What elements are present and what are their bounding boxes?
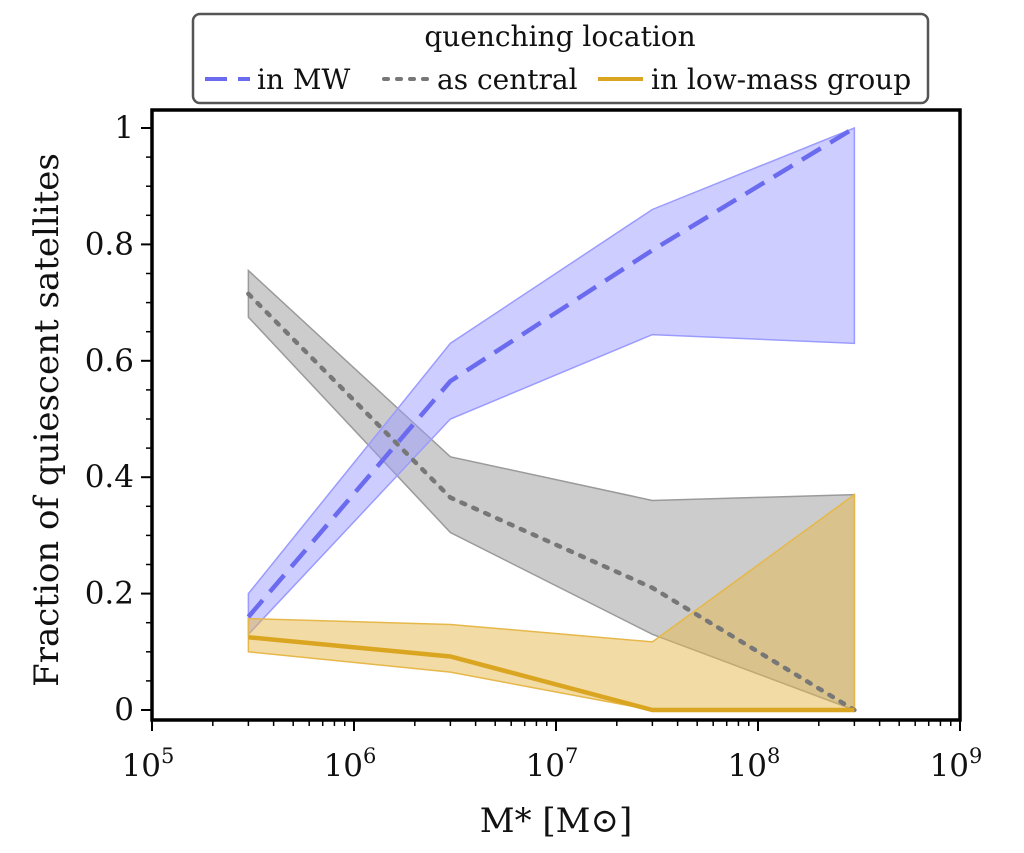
- line-in-mw: [246, 126, 856, 619]
- y-axis-title: Fraction of quiescent satellites: [27, 153, 67, 687]
- y-tick-label: 0.2: [85, 576, 134, 612]
- series-lines: [246, 126, 857, 713]
- y-tick-label: 0: [114, 692, 134, 728]
- line-in-low-mass-group: [248, 635, 855, 713]
- legend-title: quenching location: [424, 20, 695, 53]
- x-tick-label: 108: [728, 744, 781, 784]
- legend: quenching location in MW as central in l…: [191, 12, 930, 105]
- legend-label-in-mw: in MW: [257, 63, 351, 96]
- legend-box: [191, 12, 930, 105]
- x-tick-label: 109: [930, 744, 983, 784]
- axis-ticks: [141, 127, 961, 731]
- x-tick-label: 106: [324, 744, 377, 784]
- band-in-mw: [247, 126, 856, 637]
- y-tick-label: 0.6: [85, 343, 134, 379]
- x-tick-label: 105: [122, 744, 175, 784]
- legend-label-in-low-mass-group: in low-mass group: [651, 63, 911, 96]
- y-tick-label: 1: [114, 110, 134, 146]
- x-tick-labels: 105 106 107 108 109: [122, 744, 983, 784]
- y-tick-labels: 0 0.2 0.4 0.6 0.8 1: [85, 110, 134, 728]
- x-axis-title: M* [M⊙]: [480, 801, 632, 841]
- legend-label-as-central: as central: [437, 63, 578, 96]
- plot-frame: [150, 108, 962, 722]
- y-tick-label: 0.8: [85, 226, 134, 262]
- y-tick-label: 0.4: [85, 459, 134, 495]
- x-tick-label: 107: [526, 744, 579, 784]
- line-as-central: [246, 291, 857, 713]
